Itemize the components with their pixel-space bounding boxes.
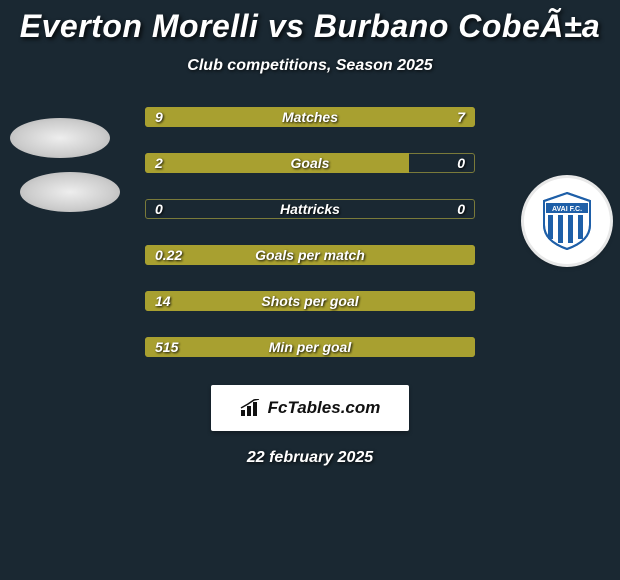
stat-value-left: 2 [155,155,163,171]
stat-label: Hattricks [280,201,340,217]
stat-row: Min per goal 515 [145,337,475,357]
stat-value-left: 9 [155,109,163,125]
stat-label: Shots per goal [261,293,358,309]
page-title: Everton Morelli vs Burbano CobeÃ±a [20,8,600,45]
stat-label: Goals per match [255,247,365,263]
stat-label: Matches [282,109,338,125]
stat-row: Goals per match 0.22 [145,245,475,265]
stat-row: Goals 2 0 [145,153,475,173]
stat-value-left: 0 [155,201,163,217]
stat-value-left: 14 [155,293,171,309]
stat-bar-left [145,153,409,173]
stat-row: Matches 9 7 [145,107,475,127]
stat-row: Hattricks 0 0 [145,199,475,219]
stat-value-right: 7 [457,109,465,125]
stat-value-right: 0 [457,201,465,217]
stat-label: Goals [291,155,330,171]
stat-label: Min per goal [269,339,351,355]
fctables-logo-icon [240,399,262,417]
stats-table: Matches 9 7 Goals 2 0 Hattricks 0 0 Goals per mat… [0,107,620,357]
watermark: FcTables.com [211,385,409,431]
watermark-text: FcTables.com [268,398,381,418]
page-subtitle: Club competitions, Season 2025 [187,57,432,75]
stat-row: Shots per goal 14 [145,291,475,311]
footer-date: 22 february 2025 [247,449,373,467]
stat-value-left: 0.22 [155,247,182,263]
stat-bar-right [330,107,475,127]
stat-value-left: 515 [155,339,178,355]
stat-value-right: 0 [457,155,465,171]
